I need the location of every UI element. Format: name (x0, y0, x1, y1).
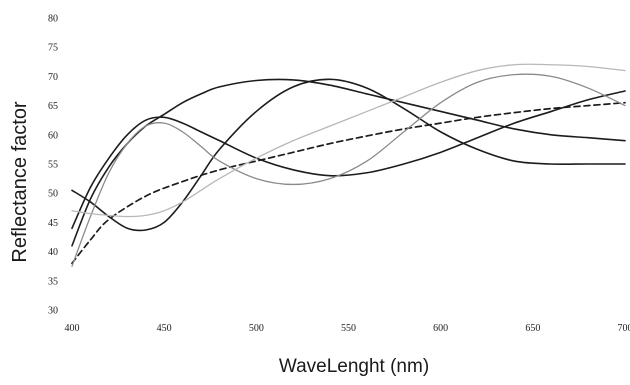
y-tick-label: 75 (48, 43, 58, 54)
y-tick-label: 45 (48, 218, 58, 229)
y-tick-label: 55 (48, 160, 58, 171)
x-tick-label: 500 (249, 323, 264, 334)
x-tick-label: 600 (433, 323, 448, 334)
y-tick-label: 80 (48, 14, 58, 25)
y-tick-label: 65 (48, 101, 58, 112)
x-tick-label: 450 (157, 323, 172, 334)
series-layer (72, 64, 625, 266)
y-axis-title: Reflectance factor (9, 101, 31, 263)
x-tick-label: 650 (525, 323, 540, 334)
x-axis-title: WaveLenght (nm) (279, 356, 429, 377)
series-line-2 (72, 79, 625, 245)
x-tick-label: 700 (618, 323, 630, 334)
y-tick-label: 35 (48, 276, 58, 287)
y-tick-label: 60 (48, 130, 58, 141)
y-tick-label: 40 (48, 247, 58, 258)
series-line-4 (72, 103, 625, 264)
x-tick-label: 400 (65, 323, 80, 334)
x-tick-label: 550 (341, 323, 356, 334)
y-tick-labels: 30 35 40 45 50 55 60 65 70 75 80 (48, 14, 58, 317)
x-tick-labels: 400 450 500 550 600 650 700 (65, 323, 630, 334)
series-line-5 (72, 74, 625, 266)
y-tick-label: 70 (48, 72, 58, 83)
series-line-1 (72, 91, 625, 228)
y-tick-label: 50 (48, 189, 58, 200)
y-tick-label: 30 (48, 306, 58, 317)
series-line-3 (72, 79, 625, 230)
